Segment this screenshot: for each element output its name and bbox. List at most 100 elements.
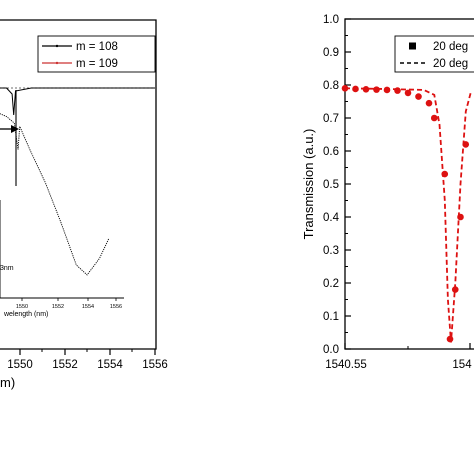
left-series-point	[87, 87, 89, 89]
left-x-tick-label: 1554	[97, 359, 123, 371]
right-fit-line	[344, 87, 472, 343]
left-series-point	[7, 87, 9, 89]
right-data-point	[404, 89, 412, 97]
left-series-point	[3, 87, 5, 89]
left-panel: 1550 1552 1554 1556 m) 1550 1552 1554 1556 wel…	[0, 19, 168, 390]
left-series-point	[151, 87, 153, 89]
left-series-point	[155, 87, 157, 89]
right-panel: 0.0 0.1 0.2 0.3 0.4 0.5 0.6 0.7 0.8 0.9 1.0 1540.5…	[301, 14, 474, 371]
right-y-tick-label: 0.5	[323, 179, 339, 191]
right-y-tick-label: 0.1	[323, 311, 339, 323]
left-series-line	[0, 87, 155, 116]
left-series-point	[143, 87, 145, 89]
left-series-point	[135, 87, 137, 89]
left-series-point	[83, 87, 85, 89]
left-legend-label: m = 108	[76, 41, 118, 53]
left-series-point	[107, 87, 109, 89]
inset-x-tick-label: 1552	[52, 304, 64, 310]
right-legend-label: 20 deg	[433, 58, 468, 70]
left-series-point	[127, 87, 129, 89]
right-data-point	[430, 114, 438, 122]
left-series-point	[11, 87, 13, 89]
right-y-axis-label: Transmission (a.u.)	[301, 129, 316, 240]
left-legend: m = 108 m = 109	[37, 35, 156, 73]
shift-arrow-head	[11, 125, 19, 133]
left-series-point	[95, 87, 97, 89]
left-series-point	[79, 87, 81, 89]
left-x-tick-label: 1552	[52, 359, 78, 371]
right-x-tick-label: 154	[452, 359, 472, 371]
inset-x-axis: 1550 1552 1554 1556	[16, 298, 122, 310]
right-x-tick-label: 1540.55	[325, 359, 367, 371]
left-series-point	[55, 87, 57, 89]
inset-annotation: 3nm	[0, 265, 14, 272]
left-series-point	[51, 87, 53, 89]
left-series-point	[131, 87, 133, 89]
right-series-group	[341, 85, 472, 343]
left-series-point	[103, 87, 105, 89]
left-series-point	[27, 87, 29, 89]
left-series-point	[0, 87, 1, 89]
left-x-axis: 1550 1552 1554 1556	[7, 349, 168, 371]
right-legend-label: 20 deg	[433, 41, 468, 53]
left-series-point	[75, 87, 77, 89]
right-data-point	[415, 93, 422, 100]
left-series-point	[59, 87, 61, 89]
left-series-point	[35, 87, 37, 89]
left-series-point	[43, 87, 45, 89]
left-x-tick-label: 1550	[7, 359, 33, 371]
left-series-point	[119, 87, 121, 89]
left-series-point	[23, 87, 25, 89]
right-y-tick-label: 0.0	[323, 344, 339, 356]
right-y-tick-label: 0.7	[323, 113, 339, 125]
left-series-point	[19, 87, 21, 89]
right-legend-square-marker	[409, 42, 416, 50]
left-legend-marker	[55, 44, 59, 48]
left-series-point	[71, 87, 73, 89]
right-legend-box	[394, 35, 474, 73]
left-series-point	[99, 87, 101, 89]
right-y-tick-label: 1.0	[323, 14, 339, 26]
left-series-group	[0, 87, 157, 116]
left-series-point	[139, 87, 141, 89]
right-y-tick-label: 0.3	[323, 245, 339, 257]
right-data-point	[362, 85, 370, 93]
right-data-point	[425, 99, 433, 107]
left-series-point	[63, 87, 65, 89]
left-series-point	[111, 87, 113, 89]
left-x-axis-label: m)	[0, 375, 15, 390]
right-y-tick-label: 0.6	[323, 146, 339, 158]
left-series-point	[39, 87, 41, 89]
right-x-axis: 1540.55 154	[325, 343, 472, 371]
left-series-point	[31, 87, 33, 89]
left-series-point	[91, 87, 93, 89]
inset-plot: 1550 1552 1554 1556 welength (nm) 3nm	[0, 113, 124, 318]
right-data-point	[394, 87, 401, 94]
left-series-point	[147, 87, 149, 89]
left-series-point	[67, 87, 69, 89]
shift-arrow	[0, 90, 19, 186]
left-series-point	[123, 87, 125, 89]
inset-frame	[0, 200, 124, 299]
left-legend-marker	[55, 61, 59, 65]
inset-x-tick-label: 1550	[16, 304, 28, 310]
right-y-tick-label: 0.8	[323, 80, 339, 92]
left-plot-frame	[0, 19, 157, 350]
inset-series-group	[0, 113, 110, 276]
left-series-point	[47, 87, 49, 89]
left-x-tick-label: 1556	[142, 359, 168, 371]
inset-x-axis-label: welength (nm)	[3, 311, 48, 318]
left-legend-label: m = 109	[76, 58, 118, 70]
right-y-tick-label: 0.4	[323, 212, 340, 224]
inset-x-tick-label: 1554	[82, 304, 94, 310]
left-series-point	[15, 87, 17, 89]
right-y-tick-label: 0.9	[323, 47, 339, 59]
left-legend-box	[37, 35, 156, 73]
right-y-tick-label: 0.2	[323, 278, 339, 290]
right-legend: 20 deg 20 deg	[394, 35, 474, 73]
left-series-point	[115, 87, 117, 89]
right-data-point	[446, 335, 454, 343]
inset-x-tick-label: 1556	[110, 304, 122, 310]
right-data-point	[451, 286, 459, 293]
